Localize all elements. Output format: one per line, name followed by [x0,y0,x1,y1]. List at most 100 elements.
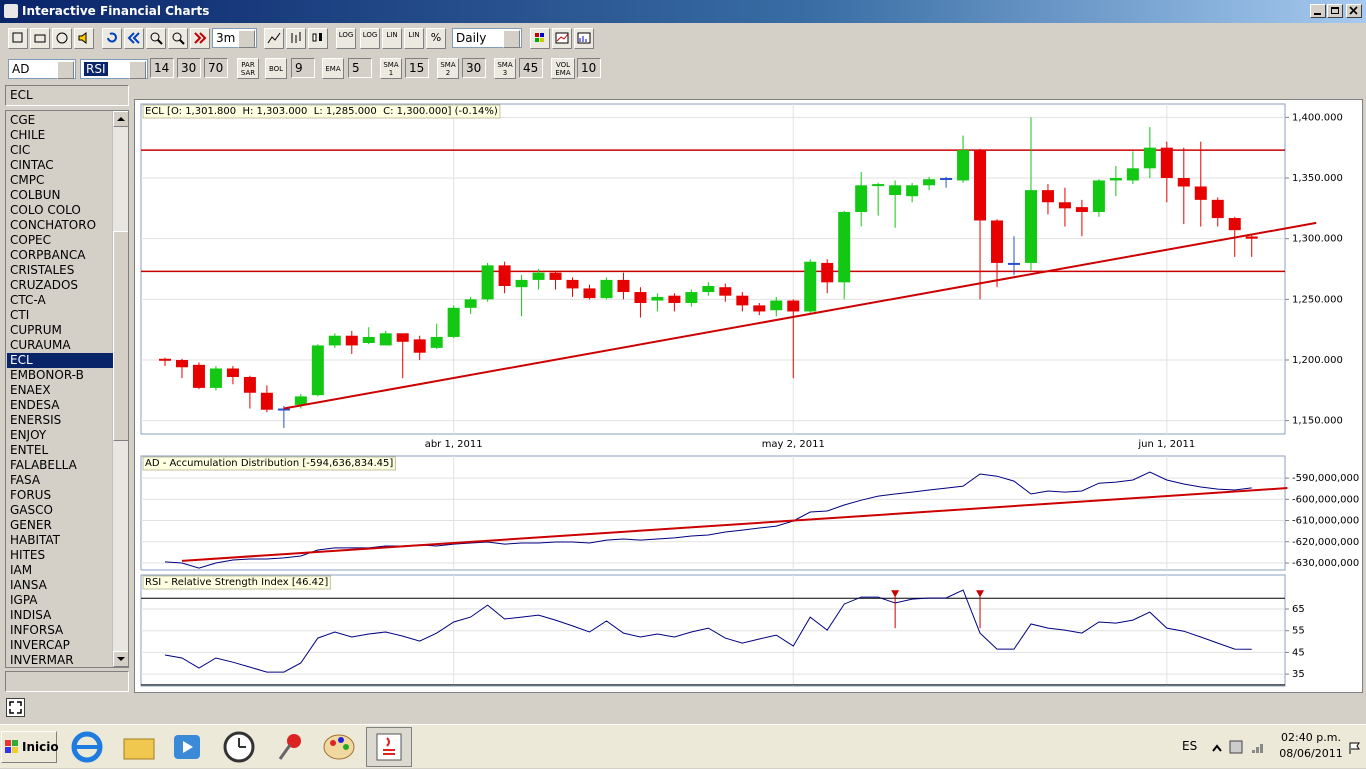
indicator-select[interactable]: AD [8,59,76,79]
symbol-item[interactable]: ENAEX [10,383,51,397]
close-button[interactable] [1346,4,1362,18]
tool-button[interactable] [530,28,550,49]
clock-time[interactable]: 02:40 p.m. [1281,731,1341,744]
symbol-item[interactable]: EMBONOR-B [10,368,84,382]
status-icon[interactable] [6,698,25,717]
param-field[interactable]: 30 [177,58,201,78]
tool-button[interactable] [264,28,284,49]
scale-button[interactable]: LIN [404,28,424,49]
symbol-item-selected[interactable]: ECL [7,353,113,368]
candle-body [498,265,511,286]
indicator-select[interactable]: RSI [80,59,148,79]
symbol-item[interactable]: GASCO [10,503,53,517]
symbol-item[interactable]: HABITAT [10,533,61,547]
scale-button[interactable]: % [426,28,446,49]
symbol-item[interactable]: INVERMAR [10,653,74,667]
symbol-item[interactable]: COPEC [10,233,52,247]
tray-flag[interactable] [1348,741,1362,755]
tool-button[interactable] [552,28,572,49]
symbol-item[interactable]: IGPA [10,593,38,607]
symbol-item[interactable]: CRISTALES [10,263,75,277]
param-field[interactable]: 45 [519,58,543,78]
clock-date[interactable]: 08/06/2011 [1279,747,1343,760]
param-field[interactable]: 14 [150,58,174,78]
tool-button[interactable] [286,28,306,49]
param-field[interactable]: 5 [348,58,372,78]
tool-button[interactable] [308,28,328,49]
minimize-button[interactable] [1310,4,1326,18]
overlay-button[interactable]: SMA 3 [494,58,516,79]
symbol-item[interactable]: ENTEL [10,443,49,457]
symbol-item[interactable]: INDISA [10,608,52,622]
symbol-item[interactable]: INVERCAP [10,638,70,652]
taskbar-app[interactable] [168,729,206,765]
param-field[interactable]: 15 [405,58,429,78]
scale-button[interactable]: LIN [382,28,402,49]
tool-button[interactable] [52,28,72,49]
symbol-item[interactable]: CONCHATORO [10,218,97,232]
symbol-item[interactable]: FASA [10,473,41,487]
taskbar-app[interactable] [220,729,258,765]
taskbar-app[interactable] [320,729,358,765]
scrollbar[interactable] [112,111,128,667]
taskbar-app[interactable] [68,729,106,765]
symbol-item[interactable]: CINTAC [10,158,54,172]
symbol-item[interactable]: FORUS [10,488,52,502]
tool-button[interactable] [146,28,166,49]
symbol-item[interactable]: CIC [10,143,31,157]
tool-button[interactable] [30,28,50,49]
symbol-item[interactable]: CORPBANCA [10,248,86,262]
scale-button[interactable]: LOG [360,28,380,49]
language-indicator[interactable]: ES [1182,739,1198,753]
symbol-item[interactable]: ENERSIS [10,413,62,427]
overlay-button[interactable]: SMA 1 [380,58,402,79]
tray-icons[interactable] [1210,735,1270,759]
symbol-item[interactable]: CGE [10,113,36,127]
symbol-item[interactable]: IANSA [10,578,47,592]
symbol-item[interactable]: CTI [10,308,30,322]
param-field[interactable]: 9 [291,58,315,78]
symbol-item[interactable]: COLBUN [10,188,61,202]
symbol-item[interactable]: FALABELLA [10,458,77,472]
scale-button[interactable]: LOG [336,28,356,49]
symbol-item[interactable]: GENER [10,518,52,532]
symbol-item[interactable]: CTC-A [10,293,46,307]
symbol-item[interactable]: IAM [10,563,33,577]
symbol-item[interactable]: COLO COLO [10,203,81,217]
symbol-item[interactable]: CURAUMA [10,338,71,352]
symbol-item[interactable]: HITES [10,548,46,562]
symbol-item[interactable]: CUPRUM [10,323,62,337]
candle-body [515,279,528,288]
symbol-item[interactable]: CHILE [10,128,46,142]
taskbar-app[interactable] [272,729,310,765]
param-field[interactable]: 30 [462,58,486,78]
list-footer [5,671,129,692]
symbol-item[interactable]: CRUZADOS [10,278,79,292]
overlay-button[interactable]: BOL [265,58,287,79]
maximize-button[interactable] [1327,4,1343,18]
overlay-button[interactable]: SMA 2 [437,58,459,79]
tool-button[interactable] [574,28,594,49]
tool-button[interactable] [8,28,28,49]
start-button[interactable]: Inicio [1,731,59,763]
y-tick-label: -610,000,000 [1292,516,1359,527]
taskbar-app[interactable] [120,729,158,765]
param-field[interactable]: 70 [204,58,228,78]
symbol-item[interactable]: CMPC [10,173,45,187]
tool-button[interactable] [190,28,210,49]
symbol-item[interactable]: ENJOY [10,428,47,442]
interval-select[interactable]: Daily [452,28,522,48]
tool-button[interactable] [168,28,188,49]
tool-button[interactable] [74,28,94,49]
symbol-search[interactable]: ECL [5,85,129,106]
overlay-button[interactable]: PAR SAR [237,58,259,79]
symbol-item[interactable]: ENDESA [10,398,60,412]
symbol-item[interactable]: INFORSA [10,623,64,637]
overlay-button[interactable]: VOL EMA [551,58,575,79]
taskbar-app-active[interactable] [366,727,412,767]
tool-button[interactable] [102,28,122,49]
period-select[interactable]: 3m [212,28,257,48]
param-field[interactable]: 10 [577,58,601,78]
tool-button[interactable] [124,28,144,49]
overlay-button[interactable]: EMA [322,58,344,79]
